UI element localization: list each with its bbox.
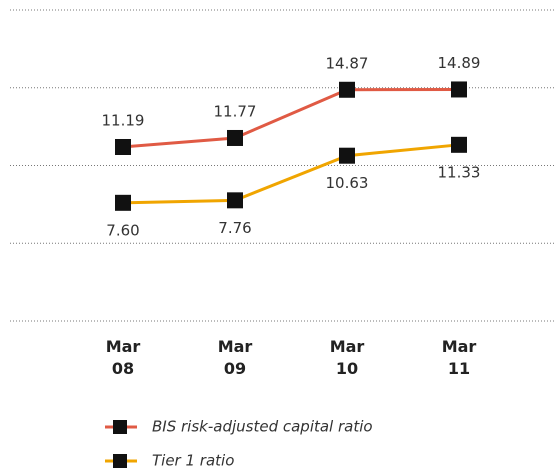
data-label: 7.60 — [106, 221, 139, 239]
point-marker — [115, 138, 131, 155]
series-line — [122, 143, 460, 205]
point-marker — [115, 194, 131, 211]
x-tick-label: Mar 08 — [105, 337, 141, 378]
point-marker — [339, 147, 355, 164]
data-label: 11.19 — [102, 111, 145, 129]
point-marker — [227, 192, 243, 209]
data-label: 11.33 — [438, 163, 481, 181]
point-marker — [227, 129, 243, 146]
legend-label: Tier 1 ratio — [152, 452, 234, 470]
legend-label: BIS risk-adjusted capital ratio — [152, 418, 373, 436]
x-tick-label: Mar 09 — [217, 337, 253, 378]
point-marker — [339, 81, 355, 98]
data-label: 14.89 — [438, 54, 481, 72]
data-label: 14.87 — [326, 54, 369, 72]
legend-marker — [113, 420, 127, 434]
point-marker — [451, 136, 467, 153]
data-label: 11.77 — [214, 102, 257, 120]
x-tick-label: Mar 11 — [441, 337, 477, 378]
legend-marker — [113, 454, 127, 468]
point-marker — [451, 81, 467, 98]
series-line — [122, 87, 460, 149]
data-label: 10.63 — [326, 174, 369, 192]
data-label: 7.76 — [218, 219, 251, 237]
x-tick-label: Mar 10 — [329, 337, 365, 378]
